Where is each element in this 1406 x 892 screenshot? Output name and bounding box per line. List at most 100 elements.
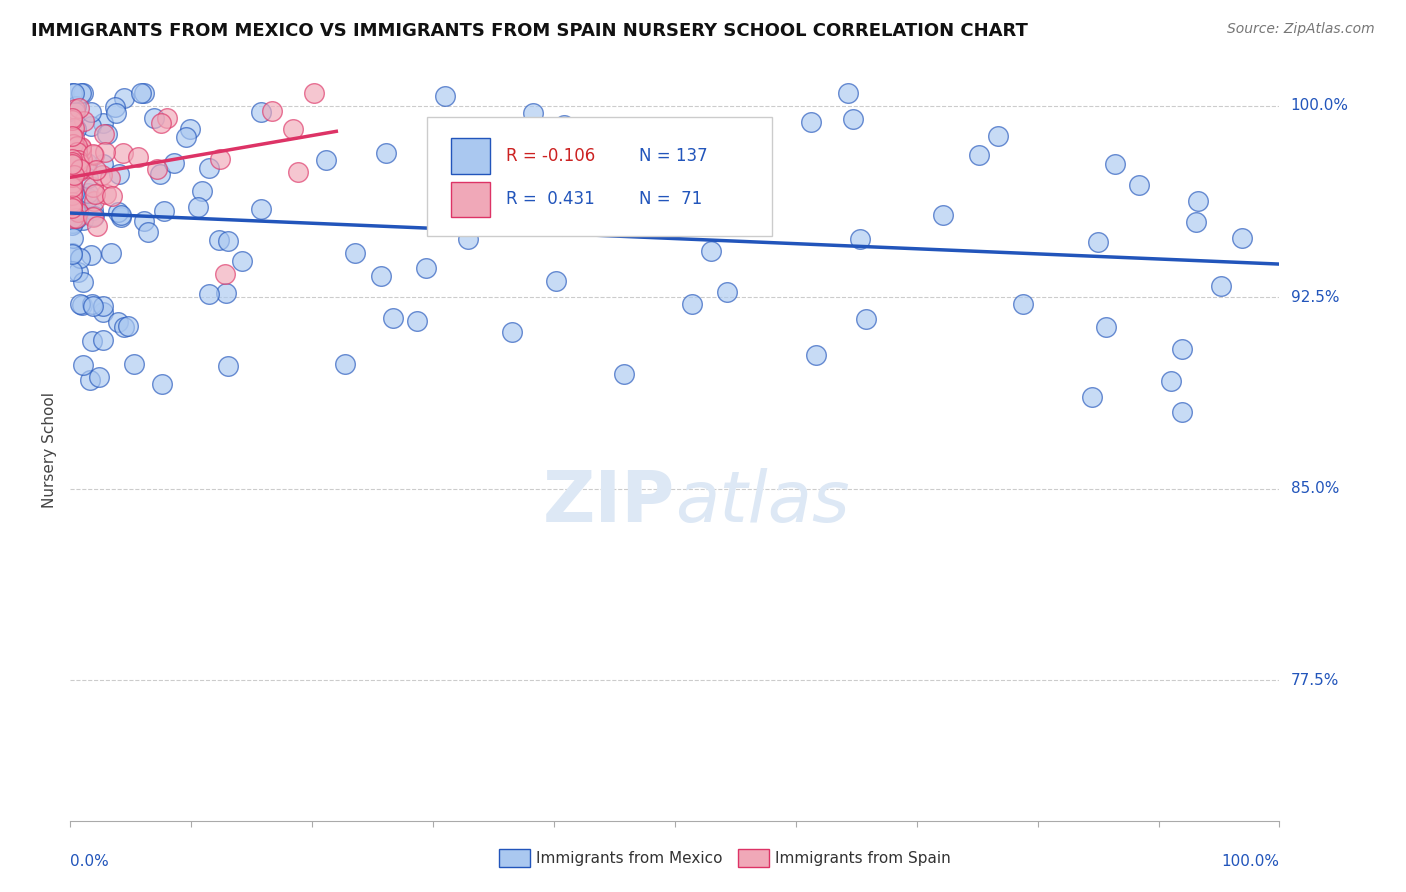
Point — [136, 226, 159, 240]
Point — [553, 119, 575, 133]
Point — [198, 287, 221, 301]
Point — [100, 188, 122, 202]
Point — [62, 156, 84, 170]
Point — [65, 143, 87, 157]
Point — [156, 111, 179, 125]
Point — [80, 248, 103, 262]
Point — [716, 285, 738, 299]
Point — [76, 156, 98, 170]
Text: N = 137: N = 137 — [638, 147, 707, 165]
Text: N =  71: N = 71 — [638, 190, 702, 209]
Point — [190, 184, 212, 198]
Point — [382, 310, 405, 325]
Point — [94, 187, 117, 202]
Text: Source: ZipAtlas.com: Source: ZipAtlas.com — [1227, 22, 1375, 37]
Point — [72, 358, 94, 372]
Point — [60, 186, 83, 200]
Text: 92.5%: 92.5% — [1291, 290, 1339, 305]
Y-axis label: Nursery School: Nursery School — [42, 392, 58, 508]
Point — [62, 186, 84, 201]
Point — [375, 146, 398, 161]
Point — [544, 275, 567, 289]
Point — [117, 319, 139, 334]
Point — [287, 165, 309, 179]
Point — [302, 86, 325, 100]
Point — [70, 188, 93, 202]
Point — [86, 219, 108, 233]
Point — [75, 161, 97, 175]
Point — [72, 86, 94, 100]
Point — [63, 86, 86, 100]
Point — [60, 158, 83, 172]
Point — [578, 136, 600, 150]
Point — [107, 204, 129, 219]
Point — [613, 368, 636, 382]
Point — [93, 305, 115, 319]
Point — [370, 269, 392, 284]
Point — [60, 129, 83, 144]
Point — [60, 245, 83, 260]
Point — [63, 168, 86, 182]
Point — [197, 161, 219, 175]
Point — [82, 299, 104, 313]
Point — [686, 162, 709, 177]
Point — [142, 111, 165, 125]
Point — [69, 86, 91, 100]
Point — [129, 86, 152, 100]
Point — [91, 299, 114, 313]
Point — [66, 162, 89, 177]
Text: 100.0%: 100.0% — [1222, 854, 1279, 869]
Point — [1160, 374, 1182, 388]
Point — [209, 152, 232, 166]
Text: 0.0%: 0.0% — [70, 854, 110, 869]
Point — [457, 232, 479, 246]
Point — [433, 89, 456, 103]
Point — [69, 297, 91, 311]
Point — [1187, 194, 1209, 208]
Point — [231, 254, 253, 268]
Point — [83, 209, 105, 223]
Point — [60, 202, 83, 216]
Point — [217, 234, 239, 248]
Point — [60, 144, 83, 158]
Point — [60, 170, 83, 185]
Point — [262, 103, 284, 118]
Point — [72, 276, 94, 290]
Point — [62, 231, 84, 245]
Point — [93, 127, 115, 141]
Text: Immigrants from Spain: Immigrants from Spain — [775, 851, 950, 865]
Point — [70, 152, 93, 166]
Point — [105, 106, 128, 120]
Point — [63, 146, 86, 161]
Point — [1081, 390, 1104, 404]
Point — [132, 214, 155, 228]
Point — [149, 167, 172, 181]
Point — [987, 128, 1010, 143]
Point — [60, 157, 83, 171]
Point — [63, 131, 86, 145]
Point — [63, 202, 86, 217]
Point — [406, 314, 429, 328]
Point — [217, 359, 239, 374]
Point — [60, 218, 83, 232]
Point — [73, 114, 96, 128]
Point — [163, 155, 186, 169]
Point — [63, 120, 86, 135]
Point — [70, 298, 93, 312]
Text: 85.0%: 85.0% — [1291, 482, 1339, 496]
Point — [60, 130, 83, 145]
Point — [1104, 157, 1126, 171]
Point — [66, 211, 89, 225]
Point — [67, 200, 90, 214]
Point — [415, 260, 437, 275]
Point — [1011, 297, 1033, 311]
Point — [60, 179, 83, 194]
Point — [60, 157, 83, 171]
Point — [700, 244, 723, 259]
Point — [66, 145, 89, 160]
Point — [179, 121, 201, 136]
Point — [681, 296, 703, 310]
Point — [112, 319, 135, 334]
Point — [60, 157, 83, 171]
Point — [86, 163, 108, 178]
